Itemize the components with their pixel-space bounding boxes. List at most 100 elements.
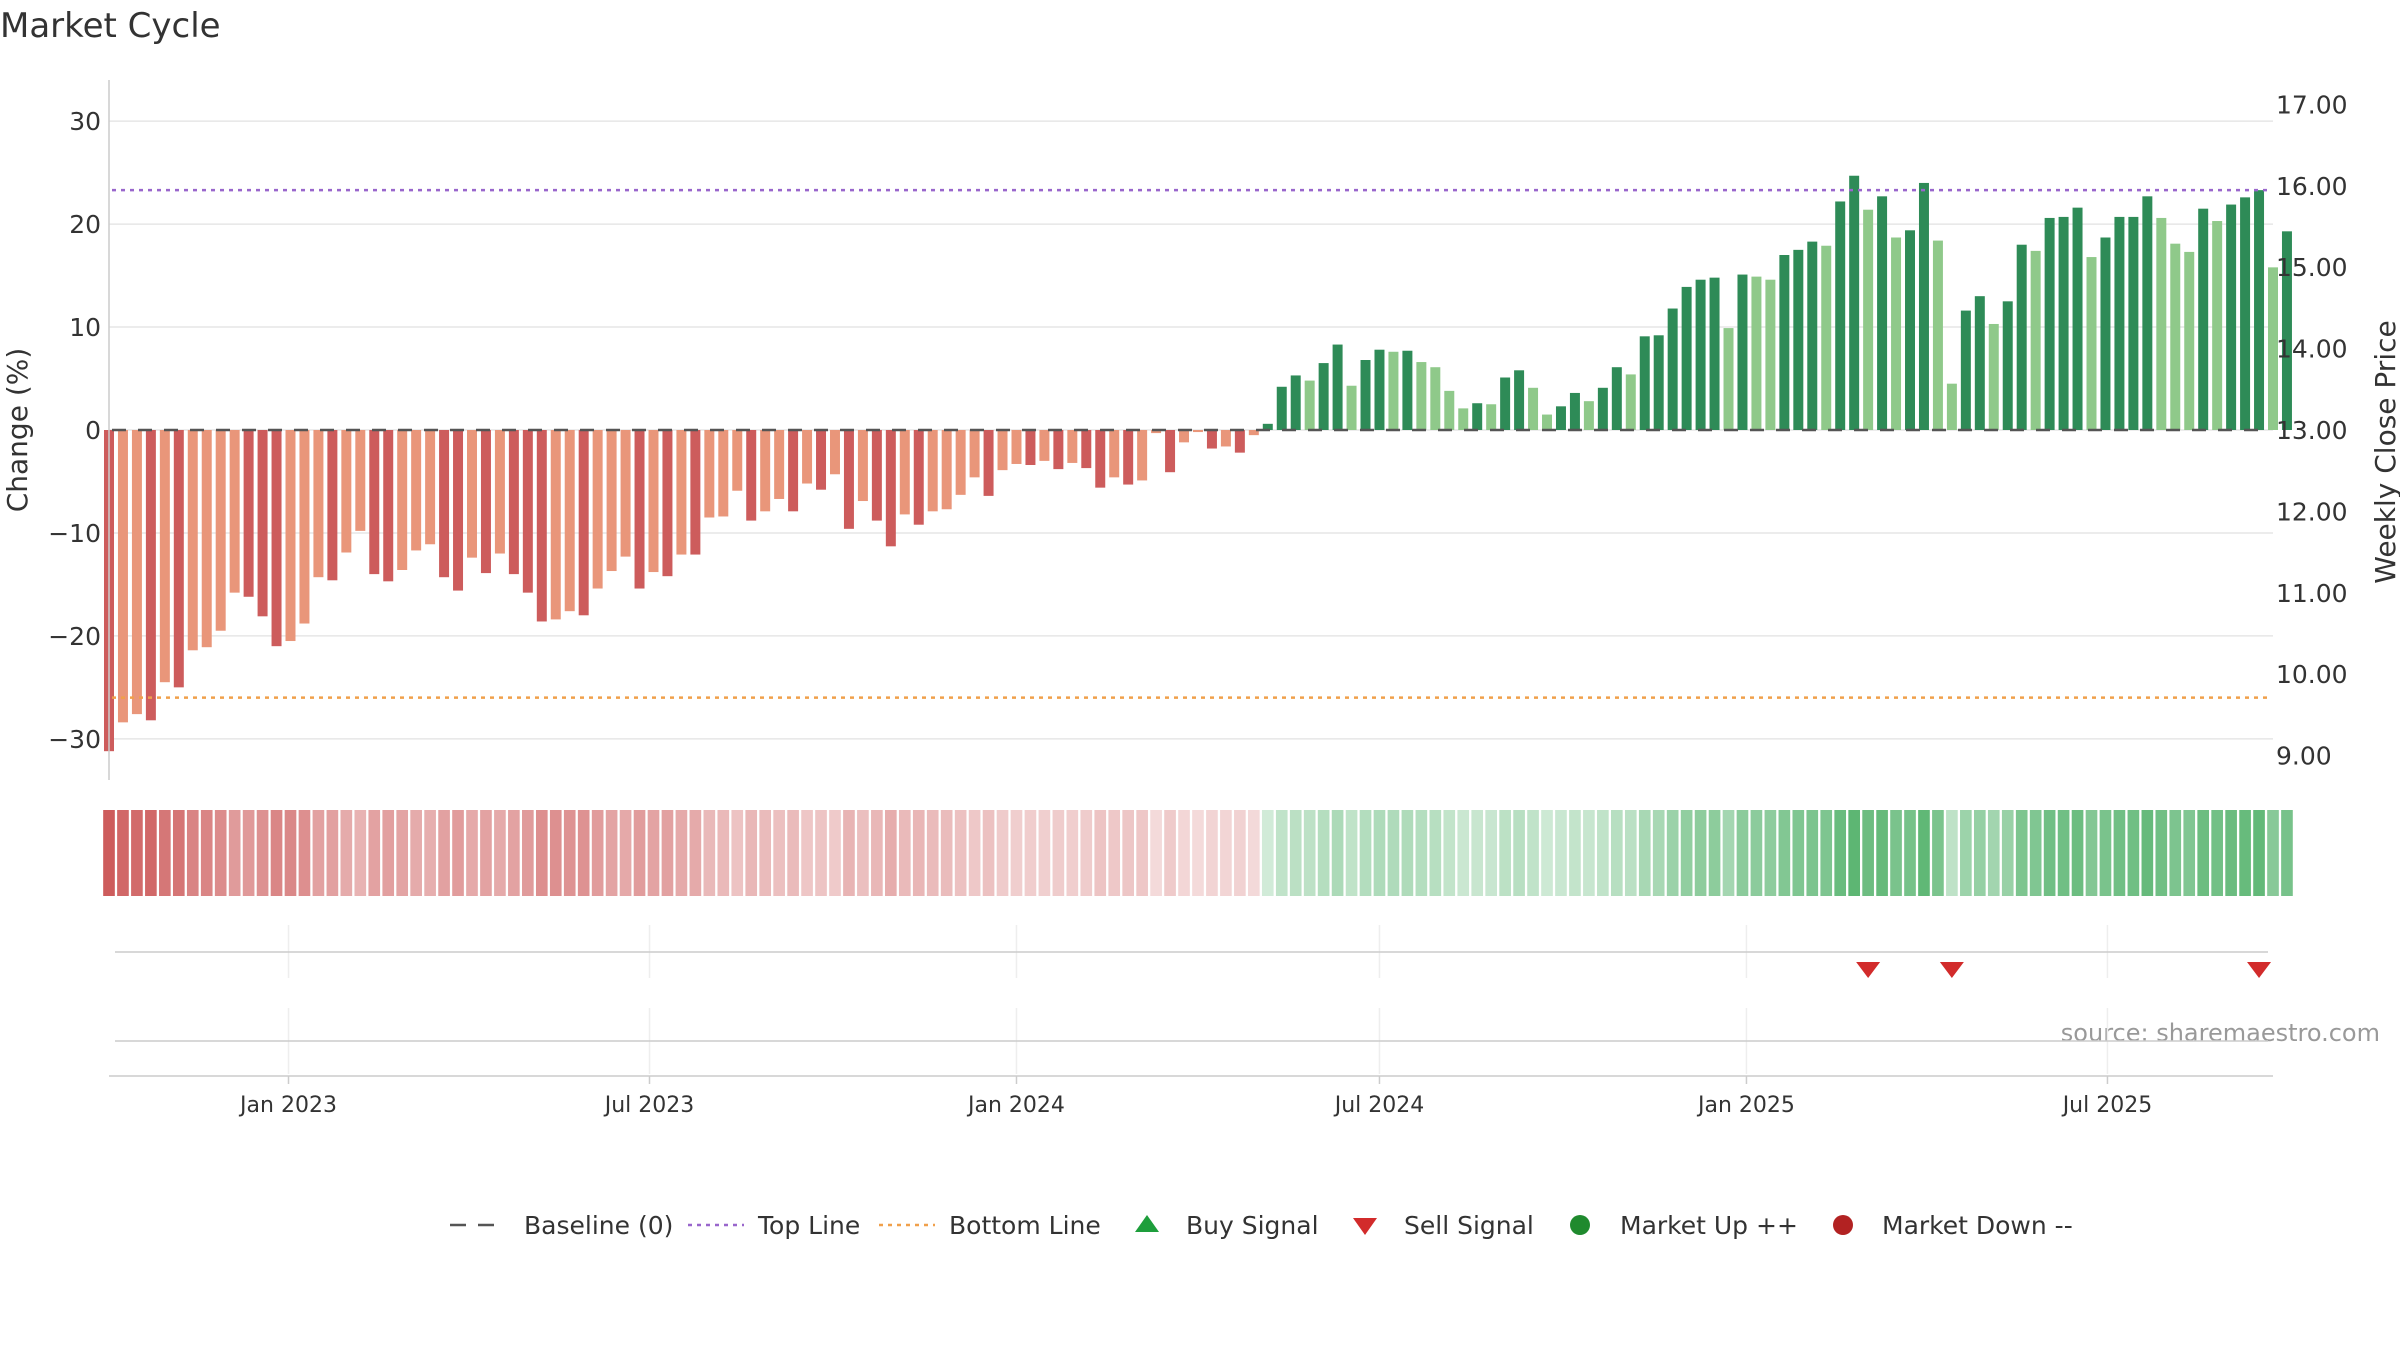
bar (536, 430, 547, 622)
strip-cell (522, 810, 534, 896)
strip-cell (145, 810, 157, 896)
legend-item: Top Line (688, 1211, 860, 1240)
strip-cell (591, 810, 604, 896)
strip-cell (2113, 810, 2126, 896)
bar (1416, 362, 1427, 430)
bar (1765, 279, 1776, 430)
strip-cell (1303, 810, 1316, 896)
bar (634, 430, 645, 589)
strip-cell (871, 810, 883, 896)
strip-cell (1387, 810, 1400, 896)
bar (1039, 430, 1050, 461)
axes: −30 −20 −10 0 10 20 30 9.00 10.00 11.00 12.00 13.00… (48, 80, 2348, 780)
legend-label: Baseline (0) (524, 1211, 673, 1240)
strip-cell (438, 810, 450, 896)
strip-cell (745, 810, 758, 896)
bar (676, 430, 687, 555)
bar (1095, 430, 1106, 488)
bar (648, 430, 659, 573)
strip-cell (1610, 810, 1623, 896)
bar (285, 430, 296, 642)
bar (2100, 237, 2111, 430)
strip-cell (577, 810, 590, 896)
bar (1849, 175, 1860, 430)
bar (243, 430, 254, 597)
strip-cell (1150, 810, 1162, 896)
strip-cell (340, 810, 353, 896)
bar (1262, 423, 1273, 430)
strip-cell (1638, 810, 1651, 896)
reference-lines (112, 188, 2270, 699)
strip-cell (1569, 810, 1581, 896)
strip-cell (1708, 810, 1721, 896)
legend-item: Bottom Line (879, 1211, 1101, 1240)
strip-cell (1261, 810, 1274, 896)
strip-cell (1429, 810, 1442, 896)
strip-cell (2043, 810, 2056, 896)
bar (746, 430, 757, 521)
bar (173, 430, 184, 688)
strip-cell (103, 810, 115, 896)
strip-cell (1778, 810, 1791, 896)
bar (1234, 430, 1245, 453)
strip-cell (1834, 810, 1847, 896)
bar (732, 430, 743, 491)
strip-cell (605, 810, 618, 896)
strip-cell (1513, 810, 1525, 896)
strip-cell (312, 810, 325, 896)
bar (1123, 430, 1134, 485)
bar (2170, 243, 2181, 430)
bar (941, 430, 952, 510)
bar (257, 430, 268, 617)
strip-cell (1485, 810, 1497, 896)
strip-cell (1038, 810, 1051, 896)
strip-cell (2141, 810, 2154, 896)
strip-cell (1345, 810, 1358, 896)
legend-item: Sell Signal (1353, 1211, 1534, 1240)
strip-cell (382, 810, 395, 896)
sell-signal-marker (1856, 962, 1881, 978)
strip-cell (1624, 810, 1637, 896)
bar (1583, 401, 1594, 430)
legend-label: Sell Signal (1404, 1211, 1534, 1240)
bar (1486, 404, 1497, 430)
y2-tick-label: 17.00 (2276, 90, 2348, 119)
x-tick-label: Jan 2024 (966, 1093, 1065, 1118)
bar (1555, 406, 1566, 430)
strip-cell (1652, 810, 1665, 896)
bar (383, 430, 394, 582)
bar (201, 430, 212, 648)
legend-item: Market Up ++ (1570, 1211, 1798, 1240)
bar (1863, 209, 1874, 430)
legend-item: Baseline (0) (450, 1211, 673, 1240)
bar (508, 430, 519, 575)
strip-cell (1946, 810, 1958, 896)
strip-cell (815, 810, 827, 896)
signal-panel (115, 925, 2272, 1074)
bar (117, 430, 128, 723)
strip-cell (1289, 810, 1302, 896)
legend-label: Top Line (757, 1211, 860, 1240)
bar (1946, 383, 1957, 430)
strip-cell (1862, 810, 1874, 896)
strip-cell (2197, 810, 2210, 896)
bar (1276, 386, 1287, 430)
legend-sell-swatch (1353, 1218, 1377, 1235)
strip-cell (1415, 810, 1428, 896)
bar (2086, 257, 2097, 430)
strip-cell (131, 810, 143, 896)
bar (1681, 286, 1692, 430)
bar (1667, 308, 1678, 430)
bar (1444, 390, 1455, 430)
strip-cell (2029, 810, 2042, 896)
y-tick-label: 0 (85, 416, 101, 445)
strip-cell (1010, 810, 1023, 896)
strip-cell (2001, 810, 2014, 896)
x-axis: Jan 2023 Jul 2023 Jan 2024 Jul 2024 Jan 2025… (109, 1075, 2273, 1118)
strip-cell (1373, 810, 1386, 896)
bar (1025, 430, 1036, 465)
bar (1891, 237, 1902, 430)
strip-cell (1234, 810, 1246, 896)
